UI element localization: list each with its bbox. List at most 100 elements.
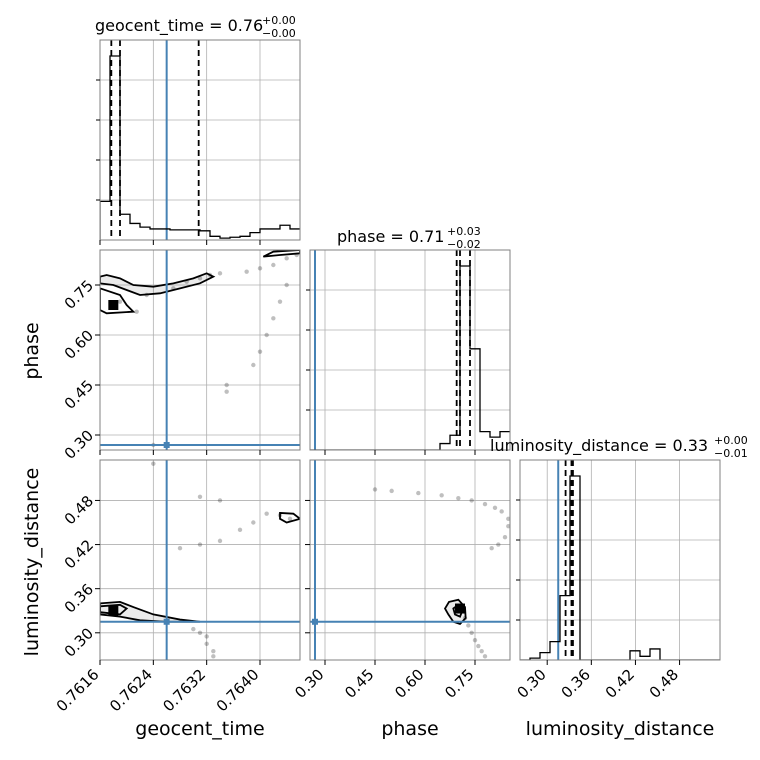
panel-frame: [99, 249, 301, 451]
sample-point: [134, 309, 139, 314]
sample-point: [217, 538, 223, 544]
title-geocent-time-minus: −0.00: [262, 27, 296, 40]
sample-point: [506, 523, 510, 529]
panel-phase-luminosity_distance: 0.30 0.45 0.60 0.75: [291, 459, 511, 702]
sample-point: [191, 626, 196, 632]
sample-point: [472, 637, 478, 643]
title-geocent-time-plus: +0.00: [262, 14, 296, 27]
sample-point: [502, 535, 508, 540]
sample-point: [439, 493, 444, 498]
density-peak-marker: [108, 300, 119, 310]
title-luminosity-distance: luminosity_distance = 0.33: [490, 436, 708, 456]
x-tick-label-luminosity_distance: 0.36: [558, 666, 594, 702]
title-luminosity-distance-plus: +0.00: [714, 434, 748, 447]
panel-geocent_time-phase: 0.30 0.45 0.60 0.75: [61, 249, 301, 463]
x-tick-label-geocent_time: 0.7640: [213, 666, 263, 716]
sample-point: [257, 266, 263, 271]
xlabel-phase: phase: [381, 718, 438, 740]
y-tick-label-luminosity_distance: 0.36: [61, 580, 97, 616]
sample-point: [251, 520, 256, 525]
x-tick-label-geocent_time: 0.7616: [53, 666, 103, 716]
sample-point: [117, 299, 123, 304]
xlabel-geocent-time: geocent_time: [135, 718, 264, 740]
y-tick-label-luminosity_distance: 0.48: [61, 492, 97, 528]
panel-geocent_time-luminosity_distance: 0.7616 0.7624 0.7632 0.7640 0.30 0.36 0.42 0.48: [53, 459, 301, 716]
sample-point: [264, 332, 269, 338]
sample-point: [372, 487, 378, 492]
contour-line: [100, 287, 136, 315]
sample-point: [469, 630, 474, 635]
sample-point: [197, 542, 203, 547]
contour-line: [100, 272, 216, 296]
xlabel-luminosity-distance: luminosity_distance: [526, 718, 715, 740]
sample-point: [197, 494, 203, 499]
sample-point: [271, 262, 276, 268]
panel-geocent_time-hist: [96, 39, 301, 245]
sample-point: [277, 299, 283, 304]
sample-point: [482, 654, 488, 659]
sample-point: [489, 546, 494, 551]
sample-point: [244, 269, 249, 274]
y-tick-label-phase: 0.45: [61, 377, 97, 413]
panels-layer: 0.30 0.36 0.42 0.480.300.450.600.750.7616 0.…: [53, 39, 721, 716]
histogram-step-phase: [310, 265, 510, 450]
panel-content: [100, 460, 300, 660]
injection-point: [312, 618, 318, 625]
sample-point: [389, 488, 394, 494]
sample-point: [197, 276, 203, 281]
ylabel-luminosity-distance: luminosity_distance: [21, 468, 43, 657]
panel-luminosity_distance-hist: 0.30 0.36 0.42 0.48: [513, 459, 721, 702]
sample-point: [151, 461, 156, 466]
title-phase-plus: +0.03: [447, 225, 481, 238]
sample-point: [251, 362, 256, 368]
x-tick-label-luminosity_distance: 0.48: [646, 666, 682, 702]
x-tick-label-phase: 0.30: [291, 666, 327, 702]
sample-point: [257, 349, 263, 354]
sample-point: [499, 509, 504, 514]
y-tick-label-luminosity_distance: 0.30: [61, 624, 97, 660]
injection-point: [163, 442, 170, 448]
panel-frame: [99, 459, 301, 661]
title-phase: phase = 0.71: [337, 227, 444, 246]
ylabel-phase: phase: [21, 322, 43, 379]
sample-point: [204, 634, 209, 639]
sample-point: [476, 643, 481, 649]
panel-frame: [519, 459, 721, 661]
x-tick-label-geocent_time: 0.7632: [159, 666, 209, 716]
x-tick-label-phase: 0.60: [391, 666, 427, 702]
contour-line: [279, 511, 300, 524]
sample-point: [284, 256, 289, 261]
density-peak-marker: [455, 603, 465, 614]
sample-point: [217, 271, 223, 276]
sample-point: [271, 316, 276, 321]
sample-point: [496, 542, 501, 547]
histogram-step-geocent_time: [100, 55, 300, 240]
sample-point: [224, 389, 229, 394]
y-tick-label-phase: 0.75: [61, 277, 97, 313]
sample-point: [482, 501, 488, 507]
sample-point: [466, 623, 471, 628]
sample-point: [217, 498, 223, 503]
sample-point: [177, 546, 183, 551]
sample-point: [211, 654, 216, 659]
panel-content: [310, 460, 510, 660]
sample-point: [224, 382, 229, 388]
title-geocent-time: geocent_time = 0.76: [95, 16, 263, 36]
injection-point: [163, 618, 170, 625]
sample-point: [237, 527, 243, 533]
panel-content: [100, 250, 300, 450]
y-tick-label-phase: 0.60: [61, 327, 97, 363]
sample-point: [416, 490, 421, 496]
title-luminosity-distance-minus: −0.01: [714, 447, 748, 460]
panel-frame: [99, 39, 301, 241]
x-tick-label-luminosity_distance: 0.42: [602, 666, 638, 702]
x-tick-label-phase: 0.45: [341, 666, 377, 702]
sample-point: [469, 498, 474, 503]
x-tick-label-luminosity_distance: 0.30: [513, 666, 549, 702]
sample-point: [264, 511, 269, 516]
density-peak-marker: [108, 605, 119, 616]
sample-point: [211, 648, 216, 654]
panel-phase-hist: [306, 249, 511, 455]
